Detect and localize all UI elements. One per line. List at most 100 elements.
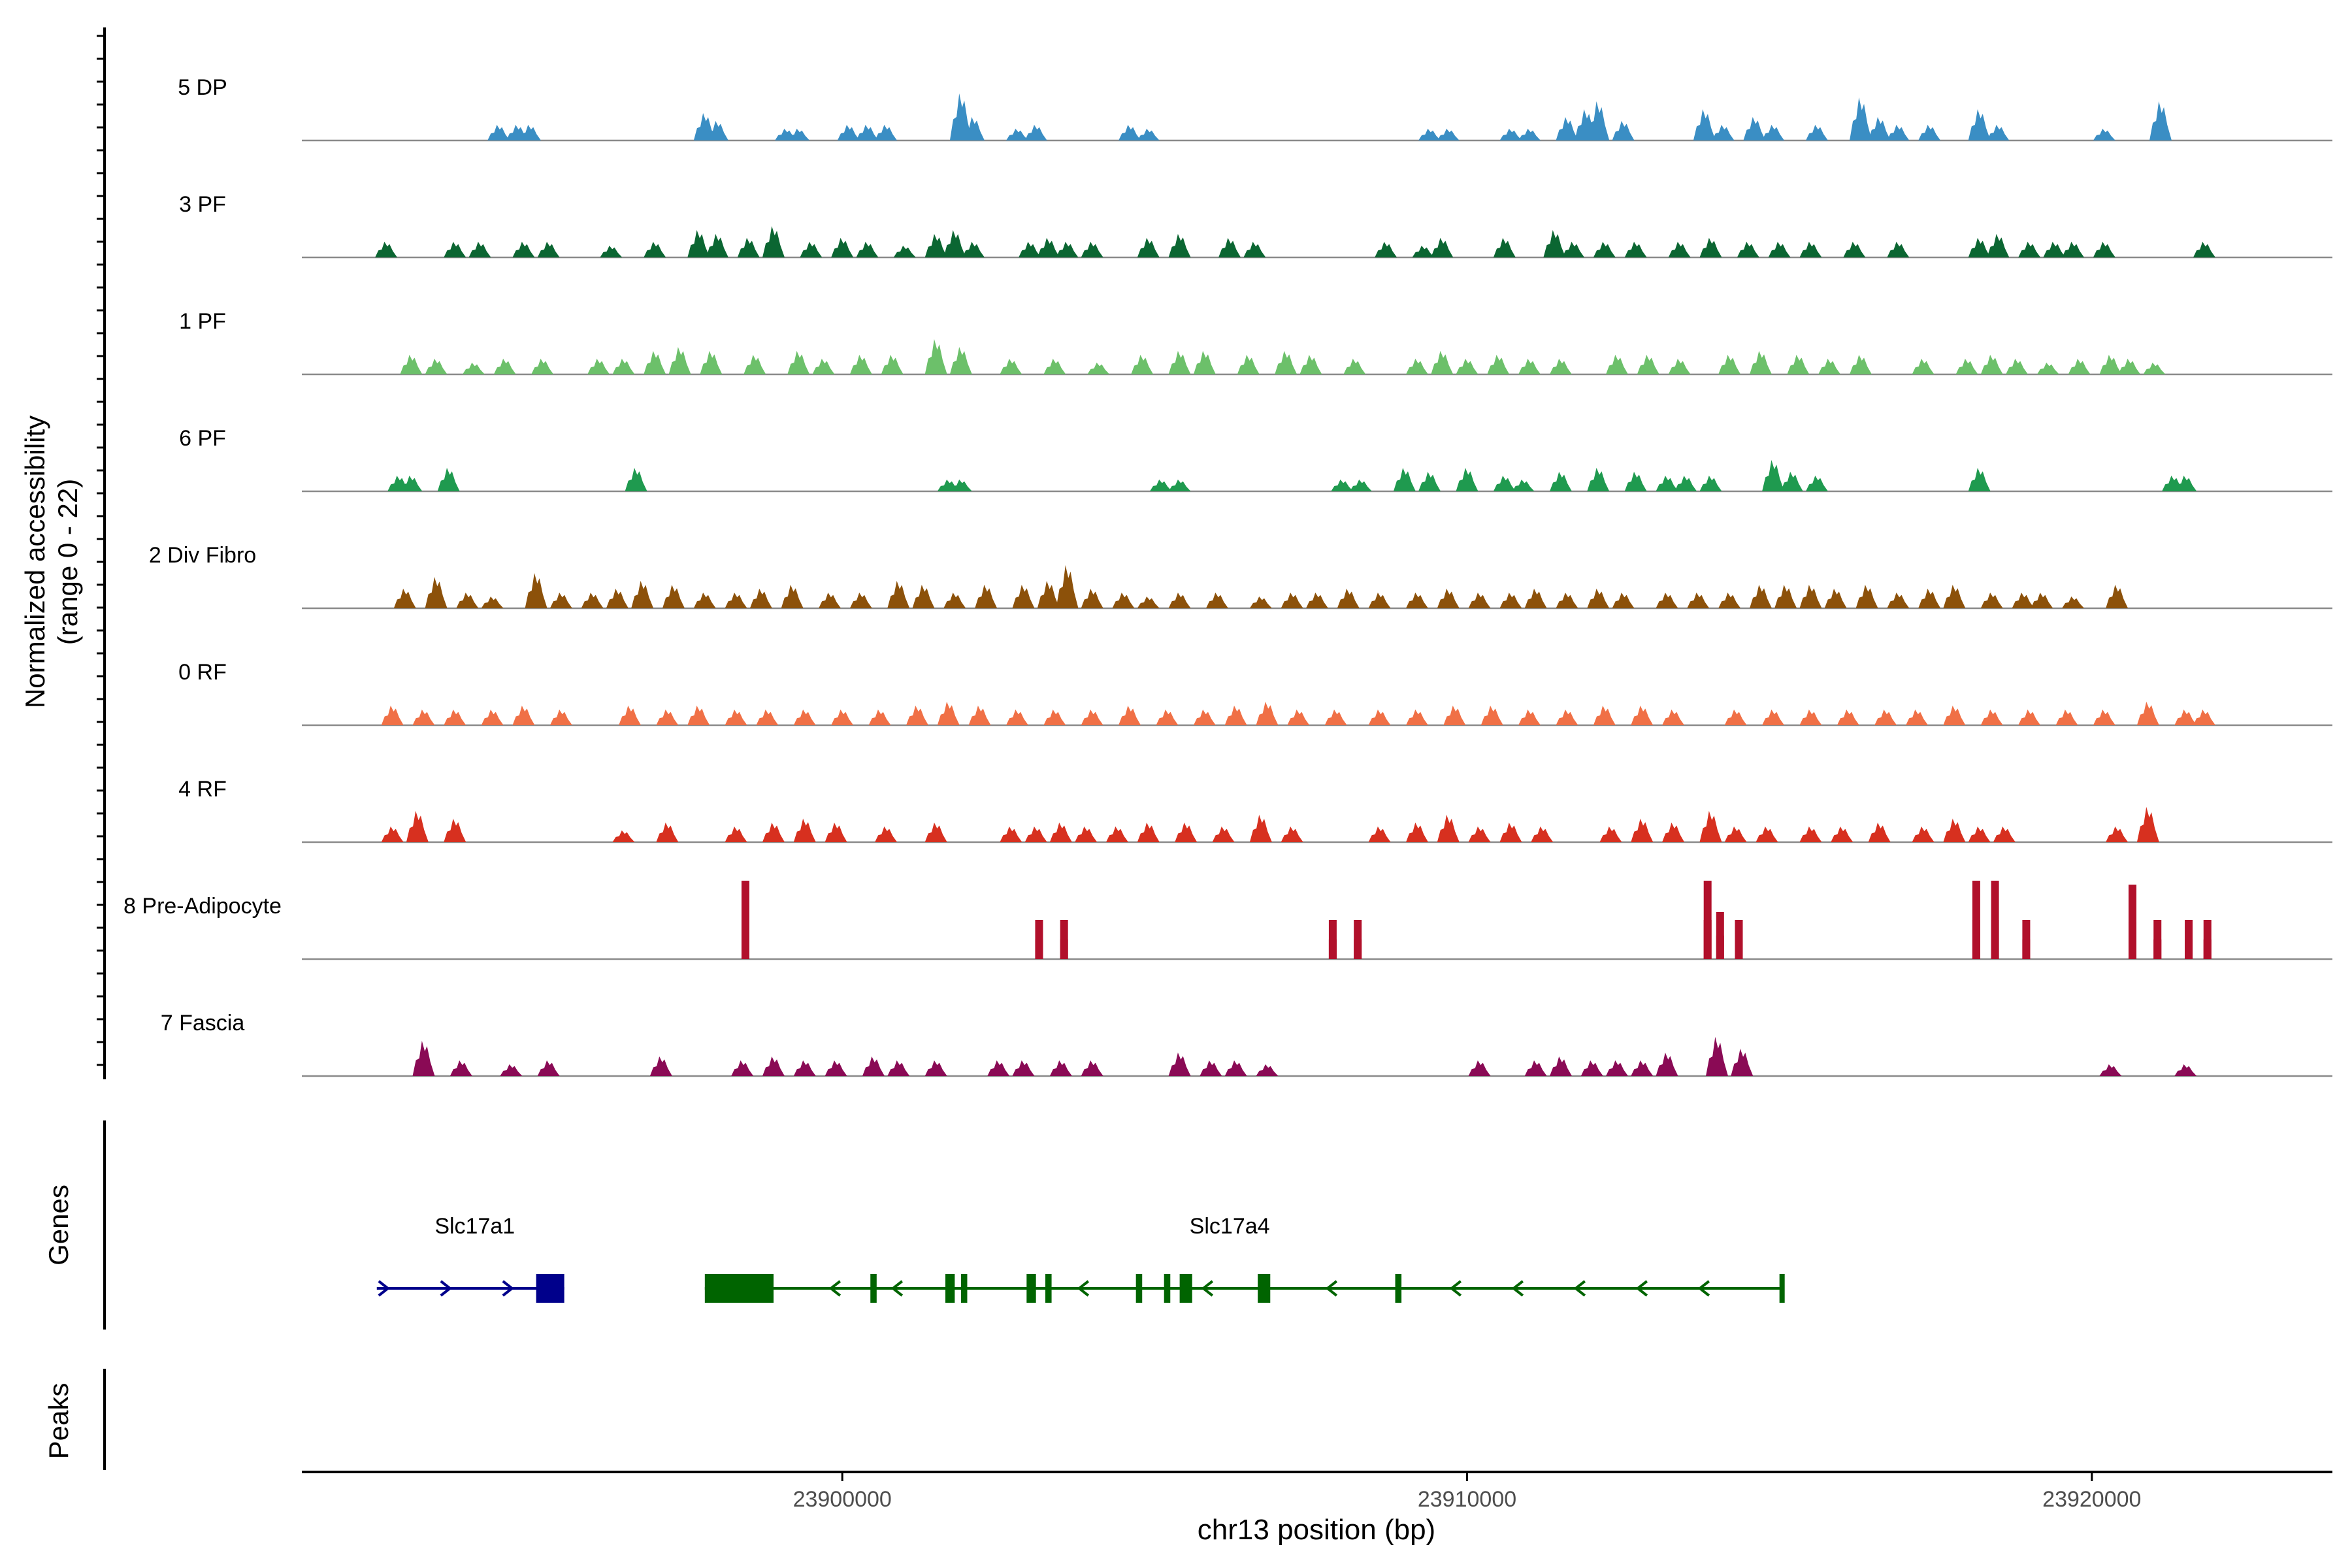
coverage-peak [1043, 359, 1066, 374]
coverage-peak [849, 593, 872, 608]
coverage-peak [1206, 593, 1228, 608]
strand-chevron [378, 1280, 390, 1297]
coverage-peak [2093, 129, 2115, 140]
coverage-peak [463, 363, 485, 374]
coverage-peak [1106, 826, 1128, 842]
coverage-peak [1612, 121, 1635, 140]
coverage-peak [1137, 129, 1160, 140]
strand-chevron [1325, 1280, 1338, 1297]
coverage-peak [1706, 1037, 1728, 1076]
coverage-peak [800, 242, 823, 257]
coverage-peak [1699, 476, 1722, 491]
coverage-peak [1731, 1049, 1754, 1076]
coverage-peak [700, 351, 723, 374]
coverage-peak [762, 1056, 785, 1076]
coverage-peak [1656, 1053, 1678, 1076]
coverage-peak [1468, 1060, 1491, 1076]
x-tick-label: 23920000 [2042, 1487, 2141, 1512]
coverage-peak [1193, 351, 1216, 374]
coverage-peak [1368, 593, 1391, 608]
coverage-peak [1637, 355, 1659, 374]
coverage-peak [1887, 242, 1910, 257]
coverage-peak [762, 226, 785, 257]
coverage-peak [1756, 826, 1778, 842]
coverage-peak [1456, 359, 1478, 374]
coverage-peak [831, 238, 854, 257]
coverage-peak [1656, 476, 1678, 491]
coverage-peak [600, 246, 623, 257]
coverage-peak [1556, 117, 1578, 140]
coverage-peak [1687, 593, 1710, 608]
coverage-peak [1518, 710, 1541, 725]
coverage-peak [481, 710, 504, 725]
exon [960, 1274, 968, 1303]
coverage-peak [787, 129, 810, 140]
coverage-peak [1593, 706, 1616, 725]
coverage-peak [968, 706, 991, 725]
coverage-peak [1331, 480, 1354, 491]
coverage-peak [2018, 710, 2041, 725]
coverage-peak [1587, 101, 1610, 140]
coverage-peak [2099, 1064, 2122, 1076]
coverage-peak [1349, 480, 1372, 491]
coverage-peak [1256, 1064, 1279, 1076]
coverage-peak [1019, 242, 1041, 257]
coverage-peak [537, 1060, 560, 1076]
coverage-peak [1037, 238, 1060, 257]
coverage-peak [1137, 823, 1160, 842]
coverage-peak [587, 359, 610, 374]
coverage-tracks: 5 DP 3 PF 1 PF 6 PF 2 Div Fibro 0 RF 4 RF 8 Pre… [123, 75, 2332, 1077]
track-1: 5 DP [178, 75, 2332, 142]
coverage-peak [2036, 363, 2059, 374]
coverage-peak [1000, 359, 1022, 374]
strand-chevron [1201, 1280, 1214, 1297]
coverage-peak [1662, 710, 1685, 725]
gene-slc17a1: Slc17a1 [376, 1214, 564, 1303]
coverage-peak [1406, 823, 1428, 842]
coverage-peak [412, 710, 435, 725]
genes-panel-label: Genes [43, 1184, 74, 1266]
coverage-peak [1499, 823, 1522, 842]
exon [1045, 1274, 1052, 1303]
coverage-peak [519, 125, 542, 140]
coverage-peak [1287, 710, 1310, 725]
coverage-peak [1137, 596, 1160, 608]
coverage-peak [1056, 242, 1079, 257]
coverage-peak [549, 593, 572, 608]
coverage-peak [924, 823, 947, 842]
strand-chevron [502, 1280, 514, 1297]
x-axis: 23900000 23910000 23920000 [302, 1471, 2332, 1512]
strand-chevron [1635, 1280, 1648, 1297]
track-9: 7 Fascia [161, 1011, 2332, 1077]
coverage-peak [924, 1060, 947, 1076]
coverage-peak [2068, 359, 2091, 374]
coverage-peak [2136, 702, 2159, 725]
coverage-peak [1774, 585, 1797, 608]
coverage-peak [849, 355, 872, 374]
strand-chevron [1077, 1280, 1090, 1297]
coverage-peak [468, 242, 491, 257]
coverage-peak [631, 581, 654, 608]
coverage-peak [1593, 242, 1616, 257]
exon [1258, 1274, 1271, 1303]
coverage-peak [1343, 359, 1366, 374]
coverage-peak [1624, 242, 1647, 257]
coverage-peak [1480, 706, 1503, 725]
coverage-peak [1543, 230, 1566, 257]
coverage-peak [1831, 826, 1854, 842]
coverage-peak [1218, 238, 1241, 257]
coverage-peak [924, 234, 947, 257]
coverage-peak [1468, 593, 1491, 608]
coverage-peak [1168, 1053, 1191, 1076]
coverage-peak [531, 359, 554, 374]
coverage-peak [1556, 593, 1578, 608]
coverage-peak [1087, 363, 1110, 374]
coverage-bar-core [1716, 936, 1724, 959]
coverage-peak [1668, 359, 1691, 374]
coverage-peak [856, 242, 879, 257]
coverage-peak [1337, 589, 1360, 608]
coverage-peak [1968, 238, 1991, 257]
coverage-peak [1375, 242, 1397, 257]
coverage-peak [619, 706, 642, 725]
coverage-peak [2093, 242, 2115, 257]
